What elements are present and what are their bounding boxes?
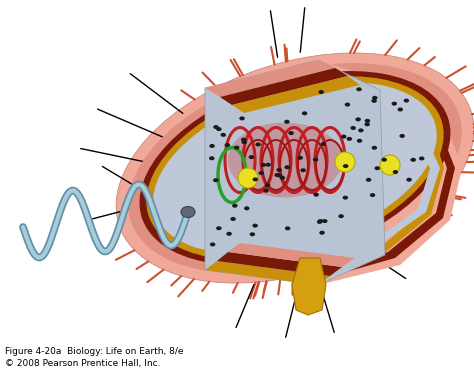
Ellipse shape	[284, 120, 290, 124]
Ellipse shape	[276, 168, 282, 172]
Ellipse shape	[298, 156, 303, 160]
Ellipse shape	[319, 231, 325, 235]
Circle shape	[380, 155, 400, 175]
Ellipse shape	[346, 137, 352, 141]
Ellipse shape	[153, 82, 437, 254]
Ellipse shape	[261, 163, 266, 167]
Ellipse shape	[382, 158, 387, 162]
Ellipse shape	[406, 178, 412, 182]
Ellipse shape	[216, 127, 222, 131]
Ellipse shape	[356, 117, 361, 121]
Ellipse shape	[139, 71, 450, 265]
Ellipse shape	[210, 242, 215, 247]
Polygon shape	[205, 60, 385, 285]
Ellipse shape	[288, 131, 294, 135]
Polygon shape	[292, 258, 326, 315]
Ellipse shape	[400, 134, 405, 138]
Polygon shape	[205, 60, 335, 97]
Ellipse shape	[374, 166, 380, 170]
Ellipse shape	[225, 143, 230, 147]
Ellipse shape	[252, 224, 258, 228]
Ellipse shape	[358, 129, 364, 132]
Ellipse shape	[210, 144, 215, 148]
Ellipse shape	[116, 53, 474, 283]
Ellipse shape	[313, 158, 319, 162]
Ellipse shape	[241, 138, 246, 142]
Ellipse shape	[301, 168, 306, 172]
Ellipse shape	[350, 126, 356, 130]
Ellipse shape	[265, 163, 271, 167]
Ellipse shape	[209, 156, 215, 160]
Ellipse shape	[372, 146, 377, 150]
Ellipse shape	[320, 142, 326, 146]
Polygon shape	[232, 76, 360, 113]
Polygon shape	[310, 60, 462, 285]
Ellipse shape	[230, 217, 236, 221]
Ellipse shape	[213, 125, 219, 129]
Ellipse shape	[319, 90, 324, 94]
Ellipse shape	[181, 207, 195, 218]
Ellipse shape	[263, 189, 269, 193]
Ellipse shape	[213, 178, 219, 182]
Circle shape	[335, 152, 355, 172]
Ellipse shape	[244, 206, 249, 210]
Ellipse shape	[234, 146, 239, 150]
Polygon shape	[324, 72, 444, 272]
Ellipse shape	[241, 140, 247, 144]
Ellipse shape	[371, 99, 377, 103]
Ellipse shape	[338, 214, 344, 218]
Ellipse shape	[253, 178, 258, 181]
Ellipse shape	[357, 139, 362, 143]
Ellipse shape	[258, 171, 264, 175]
Ellipse shape	[226, 232, 232, 236]
Ellipse shape	[280, 176, 285, 180]
Polygon shape	[330, 78, 440, 264]
Ellipse shape	[372, 96, 377, 100]
Ellipse shape	[365, 122, 370, 126]
Ellipse shape	[302, 111, 307, 115]
Ellipse shape	[284, 165, 290, 169]
Ellipse shape	[318, 219, 323, 223]
Ellipse shape	[392, 102, 397, 106]
Ellipse shape	[313, 193, 319, 197]
Polygon shape	[205, 261, 330, 285]
Ellipse shape	[239, 116, 245, 120]
Ellipse shape	[343, 196, 348, 200]
Ellipse shape	[366, 178, 371, 182]
Ellipse shape	[393, 170, 398, 174]
Ellipse shape	[343, 164, 348, 168]
Ellipse shape	[322, 219, 328, 223]
Ellipse shape	[341, 135, 346, 139]
Ellipse shape	[232, 204, 237, 208]
Ellipse shape	[220, 133, 226, 137]
Ellipse shape	[128, 63, 462, 273]
Polygon shape	[228, 243, 355, 267]
Ellipse shape	[345, 103, 350, 107]
Ellipse shape	[410, 158, 416, 162]
Ellipse shape	[398, 107, 403, 112]
Ellipse shape	[365, 119, 370, 123]
Ellipse shape	[265, 183, 270, 187]
Ellipse shape	[285, 226, 291, 230]
Polygon shape	[217, 252, 342, 276]
Text: Figure 4-20a  Biology: Life on Earth, 8/e
© 2008 Pearson Prentice Hall, Inc.: Figure 4-20a Biology: Life on Earth, 8/e…	[5, 347, 183, 368]
Ellipse shape	[403, 99, 409, 103]
Ellipse shape	[274, 173, 280, 177]
Ellipse shape	[276, 173, 282, 178]
Ellipse shape	[419, 156, 425, 161]
Polygon shape	[318, 66, 455, 278]
Ellipse shape	[249, 155, 254, 159]
Ellipse shape	[216, 226, 221, 230]
Ellipse shape	[317, 220, 322, 224]
Ellipse shape	[146, 76, 444, 260]
Circle shape	[238, 168, 258, 188]
Ellipse shape	[255, 143, 261, 146]
Ellipse shape	[370, 193, 375, 197]
Ellipse shape	[356, 87, 362, 91]
Polygon shape	[220, 68, 348, 105]
Ellipse shape	[250, 232, 255, 236]
Ellipse shape	[228, 123, 343, 198]
